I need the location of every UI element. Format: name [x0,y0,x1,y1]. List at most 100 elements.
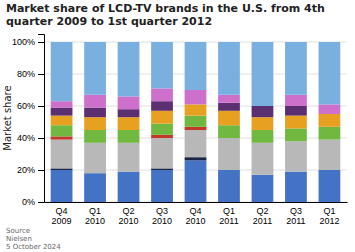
x-tick: Q12011 [219,206,238,226]
x-tick: Q22010 [119,206,139,226]
bar-segment [185,116,207,127]
y-tick: 0% [22,197,44,207]
x-axis-line [45,202,348,203]
bars [51,42,341,202]
bar-segment [51,170,73,202]
x-tick-label: Q12012 [319,206,339,226]
bar-segment [218,170,240,202]
x-tick: Q42009 [52,206,72,226]
y-tick: 40% [17,133,44,143]
y-axis: 0% 20% 40% 60% 80% 100% [12,35,45,208]
bar-segment [118,130,140,143]
y-axis-title: Market share [2,85,13,150]
y-tick-mark [38,42,44,43]
bar-segment [51,140,73,169]
grid [44,42,347,202]
bar-segment [319,42,341,104]
bar-segment [285,172,307,202]
bar-segment [51,108,73,116]
bar-segment [151,135,173,138]
bar-segment [319,104,341,114]
bar-segment [319,170,341,202]
x-tick-label: Q12011 [219,206,238,226]
x-tick: Q32010 [152,206,172,226]
bar-segment [151,111,173,124]
series [51,116,341,143]
series [51,104,341,130]
y-tick-mark [38,202,44,203]
x-axis: Q42009 Q12010 Q22010 Q32010 Q42010 Q12011 Q220… [45,203,348,227]
bar-segment [185,104,207,115]
bar-segment [319,114,341,127]
y-tick-label: 20% [17,165,35,175]
bar-segment [118,96,140,109]
x-tick: Q22011 [253,206,272,226]
x-tick-label: Q12010 [85,206,105,226]
bar-segment [84,143,106,173]
bar-segment [218,42,240,95]
x-tick: Q42010 [185,206,205,226]
bar-segment [218,111,240,125]
bar-segment [319,127,341,140]
bar-segment [252,130,274,143]
bar-segment [285,95,307,106]
bar-segment [84,108,106,118]
y-tick-mark [38,106,44,107]
bar-segment [84,130,106,143]
bar-segment [51,136,73,139]
bar-segment [51,42,73,101]
bar-segment [151,101,173,111]
x-tick-label: Q42010 [185,206,205,226]
bar-segment [185,160,207,202]
source-note: SourceNielsen5 October 2024 [6,227,61,251]
y-tick: 80% [17,69,44,79]
bar-segment [319,140,341,170]
bar-segment [151,170,173,202]
bar-segment [218,125,240,138]
bar-segment [185,130,207,157]
bar-segment [252,117,274,130]
bar-segment [51,168,73,170]
bar-segment [185,42,207,90]
x-tick: Q12012 [319,206,339,226]
bar-segment [218,138,240,170]
bar-segment [84,95,106,108]
bar-segment [218,103,240,111]
y-tick: 100% [12,37,44,47]
bar-segment [252,106,274,117]
bar-segment [84,173,106,202]
x-tick: Q32011 [286,206,305,226]
x-tick-label: Q42009 [52,206,72,226]
y-tick: 20% [17,165,44,175]
bar-segment [118,109,140,117]
x-tick-label: Q32011 [286,206,305,226]
y-tick-label: 40% [17,133,35,143]
bar-segment [252,175,274,202]
bar-segment [151,88,173,101]
bar-segment [285,141,307,171]
y-tick-label: 60% [17,101,35,111]
bar-segment [185,157,207,160]
bar-segment [285,128,307,141]
title: Market share of LCD-TV brands in the U.S… [6,2,325,28]
x-tick: Q12010 [85,206,105,226]
bar-segment [185,90,207,104]
bar-segment [118,117,140,130]
y-tick-mark [38,170,44,171]
y-tick-mark [38,138,44,139]
plot: 0% 20% 40% 60% 80% 100% Q42009 Q12010 Q22010 Q320… [12,35,348,227]
bar-segment [285,116,307,129]
bar-segment [151,42,173,88]
bar-segment [84,42,106,95]
bar-segment [84,117,106,130]
bar-segment [51,116,73,126]
bar-segment [51,125,73,136]
y-tick-label: 0% [22,197,35,207]
bar-segment [51,101,73,107]
bar-segment [151,138,173,168]
bar-segment [118,172,140,202]
series [51,42,341,106]
y-tick: 60% [17,101,44,111]
bar-segment [118,42,140,96]
bar-segment [285,106,307,116]
